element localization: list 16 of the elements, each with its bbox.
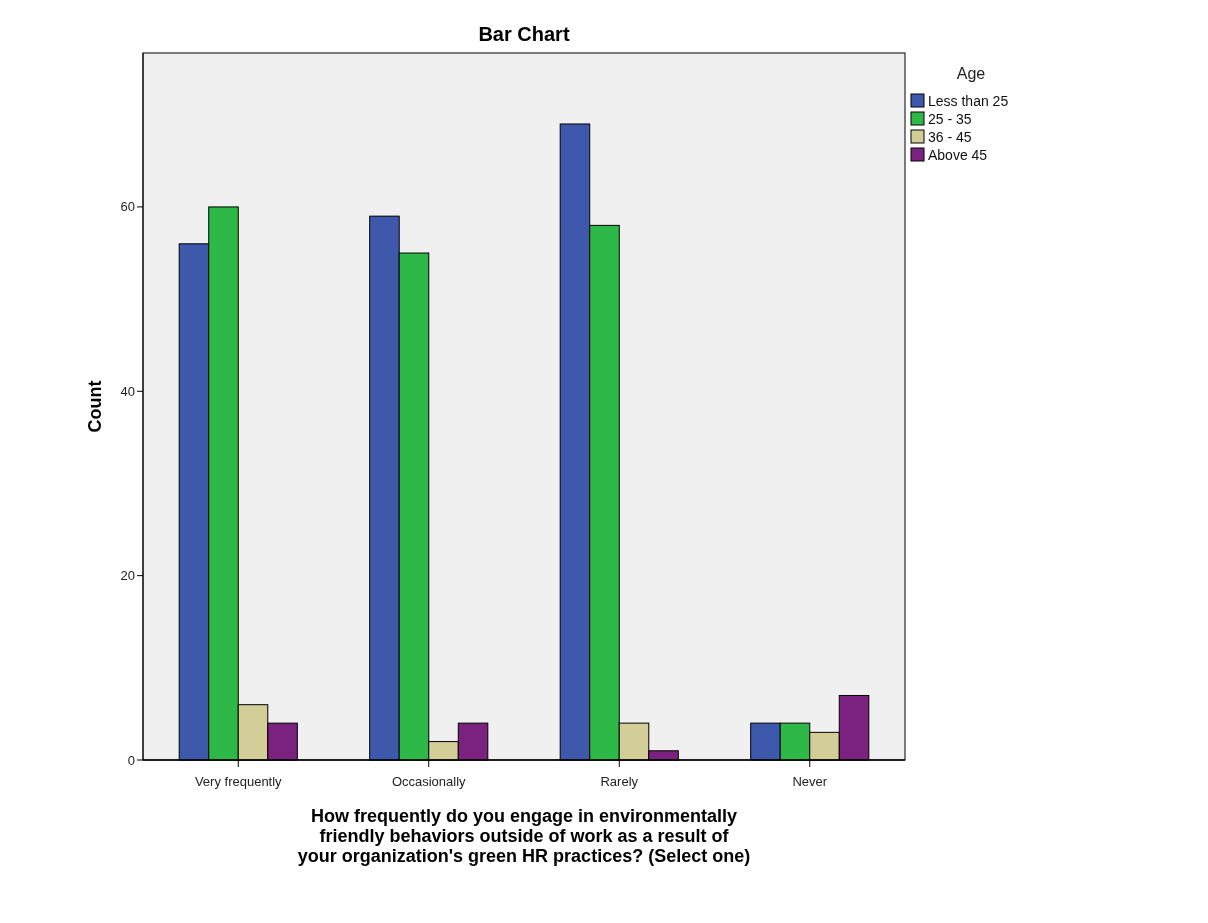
y-tick-label: 60 xyxy=(120,199,135,215)
x-tick-label: Never xyxy=(792,774,828,789)
legend-label: 25 - 35 xyxy=(928,110,972,127)
legend-label: 36 - 45 xyxy=(928,128,972,145)
legend-label: Less than 25 xyxy=(928,92,1009,109)
chart-title: Bar Chart xyxy=(478,23,570,45)
legend-label: Above 45 xyxy=(928,146,988,163)
y-tick-label: 40 xyxy=(120,383,135,399)
x-tick-label: Occasionally xyxy=(391,774,467,789)
legend-title: Age xyxy=(956,65,986,82)
y-tick-label: 0 xyxy=(127,752,135,768)
y-tick-label: 20 xyxy=(120,568,135,584)
x-tick-label: Very frequently xyxy=(194,774,283,789)
y-axis-title: Count xyxy=(85,380,105,433)
x-axis-title: How frequently do you engage in environmentally friendly behaviors outside of work as a result of your organization's green HR practices? (Select one) xyxy=(297,806,751,866)
x-tick-label: Rarely xyxy=(600,774,639,789)
